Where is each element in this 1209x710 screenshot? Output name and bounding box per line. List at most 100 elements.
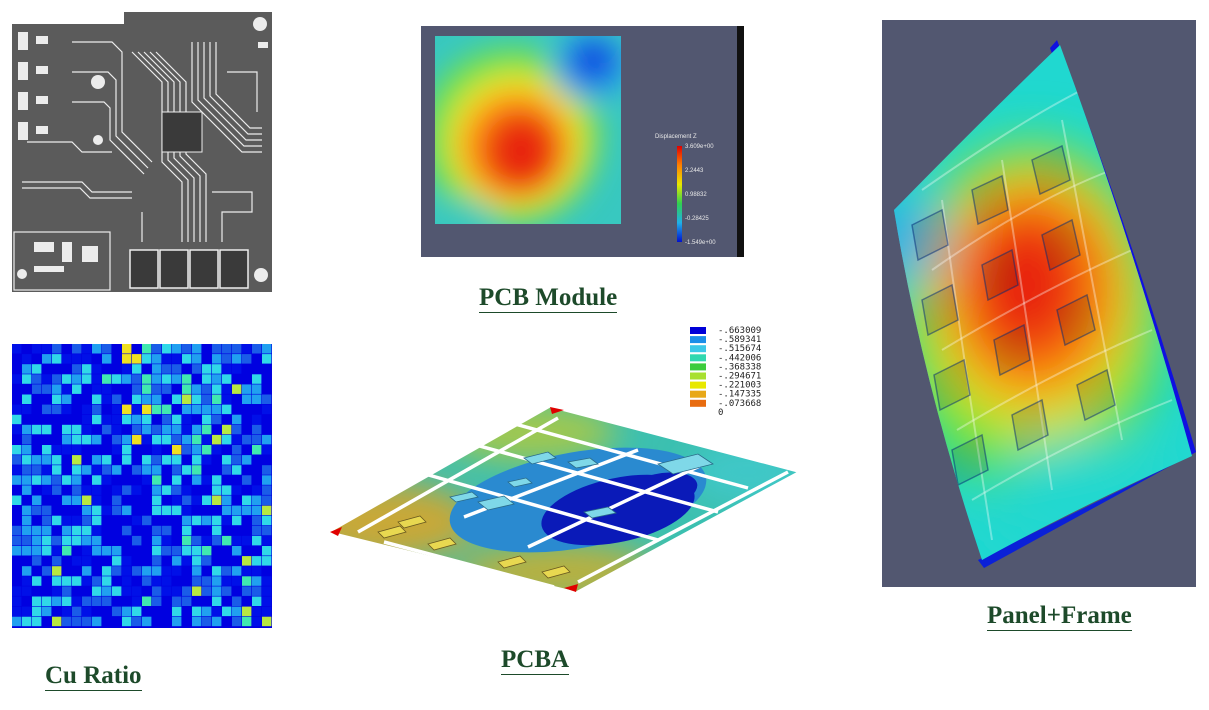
- pcba-legend: -.663009-.589341-.515674-.442006-.368338…: [690, 326, 761, 418]
- heatmap-cell: [162, 505, 172, 516]
- heatmap-cell: [152, 576, 162, 586]
- heatmap-cell: [212, 546, 222, 556]
- heatmap-cell: [252, 586, 262, 596]
- heatmap-cell: [92, 616, 102, 627]
- heatmap-cell: [112, 394, 122, 404]
- heatmap-cell: [172, 586, 182, 596]
- heatmap-cell: [52, 364, 62, 374]
- heatmap-cell: [112, 586, 122, 596]
- heatmap-cell: [242, 445, 252, 455]
- heatmap-cell: [62, 404, 72, 415]
- heatmap-cell: [92, 414, 102, 425]
- heatmap-cell: [172, 414, 182, 425]
- heatmap-cell: [102, 384, 112, 394]
- heatmap-cell: [122, 515, 132, 526]
- heatmap-cell: [152, 556, 162, 566]
- legend-label: -.294671: [718, 372, 761, 382]
- heatmap-cell: [32, 445, 42, 455]
- heatmap-cell: [192, 364, 202, 374]
- heatmap-cell: [122, 535, 132, 546]
- heatmap-cell: [162, 566, 172, 576]
- heatmap-cell: [142, 404, 152, 415]
- heatmap-cell: [262, 455, 272, 465]
- heatmap-cell: [202, 434, 212, 445]
- heatmap-cell: [262, 434, 272, 445]
- heatmap-cell: [122, 354, 132, 364]
- heatmap-cell: [262, 414, 272, 425]
- legend-label: -.368338: [718, 362, 761, 372]
- heatmap-cell: [212, 505, 222, 516]
- heatmap-cell: [142, 414, 152, 425]
- heatmap-cell: [212, 465, 222, 475]
- heatmap-cell: [122, 344, 132, 354]
- heatmap-cell: [132, 616, 142, 627]
- heatmap-cell: [182, 546, 192, 556]
- heatmap-cell: [262, 475, 272, 485]
- heatmap-cell: [132, 404, 142, 415]
- heatmap-cell: [172, 596, 182, 606]
- heatmap-cell: [242, 424, 252, 435]
- heatmap-cell: [32, 546, 42, 556]
- heatmap-cell: [52, 556, 62, 566]
- heatmap-cell: [152, 546, 162, 556]
- heatmap-cell: [212, 354, 222, 364]
- heatmap-cell: [142, 354, 152, 364]
- heatmap-cell: [82, 596, 92, 606]
- heatmap-cell: [12, 374, 22, 384]
- heatmap-cell: [232, 505, 242, 516]
- pcba-deformation-image: -.663009-.589341-.515674-.442006-.368338…: [328, 326, 800, 593]
- heatmap-cell: [132, 596, 142, 606]
- heatmap-cell: [202, 596, 212, 606]
- heatmap-cell: [12, 495, 22, 505]
- heatmap-cell: [162, 364, 172, 374]
- heatmap-cell: [42, 364, 52, 374]
- heatmap-cell: [22, 495, 32, 505]
- heatmap-cell: [152, 465, 162, 475]
- heatmap-cell: [212, 374, 222, 384]
- heatmap-cell: [212, 515, 222, 526]
- heatmap-cell: [22, 414, 32, 425]
- heatmap-cell: [212, 404, 222, 415]
- heatmap-cell: [122, 455, 132, 465]
- heatmap-cell: [132, 495, 142, 505]
- heatmap-cell: [262, 485, 272, 495]
- heatmap-cell: [152, 424, 162, 435]
- colorbar-tick: 3.609e+00: [685, 144, 714, 150]
- heatmap-cell: [192, 535, 202, 546]
- heatmap-cell: [132, 394, 142, 404]
- heatmap-cell: [212, 455, 222, 465]
- heatmap-cell: [42, 404, 52, 415]
- heatmap-cell: [42, 606, 52, 617]
- heatmap-cell: [152, 445, 162, 455]
- heatmap-cell: [112, 606, 122, 617]
- heatmap-cell: [52, 505, 62, 516]
- heatmap-cell: [142, 445, 152, 455]
- heatmap-cell: [32, 596, 42, 606]
- heatmap-cell: [252, 394, 262, 404]
- heatmap-cell: [192, 354, 202, 364]
- heatmap-cell: [252, 384, 262, 394]
- heatmap-cell: [262, 394, 272, 404]
- heatmap-cell: [212, 344, 222, 354]
- heatmap-cell: [72, 455, 82, 465]
- heatmap-cell: [42, 394, 52, 404]
- heatmap-cell: [52, 404, 62, 415]
- heatmap-cell: [232, 606, 242, 617]
- heatmap-cell: [122, 364, 132, 374]
- heatmap-cell: [182, 535, 192, 546]
- heatmap-cell: [102, 485, 112, 495]
- heatmap-cell: [262, 465, 272, 475]
- heatmap-cell: [222, 546, 232, 556]
- heatmap-cell: [12, 475, 22, 485]
- heatmap-cell: [22, 515, 32, 526]
- heatmap-cell: [62, 556, 72, 566]
- heatmap-cell: [82, 616, 92, 627]
- heatmap-cell: [82, 374, 92, 384]
- heatmap-cell: [232, 414, 242, 425]
- heatmap-cell: [202, 616, 212, 627]
- heatmap-cell: [42, 475, 52, 485]
- legend-swatch: [690, 354, 706, 362]
- heatmap-cell: [262, 566, 272, 576]
- heatmap-cell: [232, 445, 242, 455]
- heatmap-cell: [242, 556, 252, 566]
